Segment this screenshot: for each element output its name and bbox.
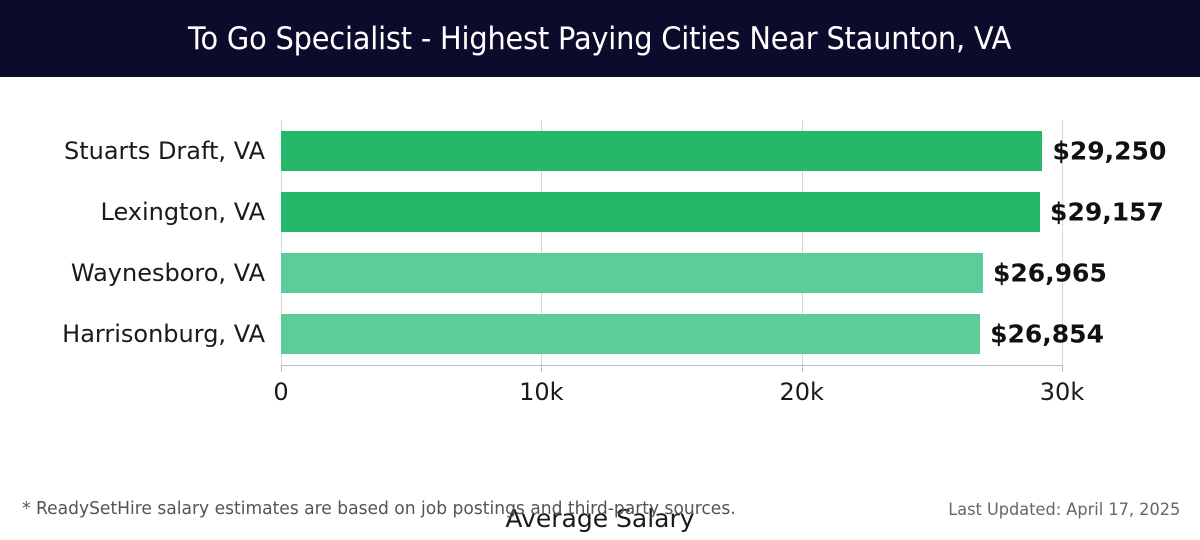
page-title: To Go Specialist - Highest Paying Cities…	[188, 20, 1012, 57]
plot-area: 0 10k 20k 30k $29,250 $29,157 $26,965 $26,854	[273, 120, 1166, 406]
bar[interactable]	[281, 130, 1043, 171]
bar[interactable]	[281, 191, 1041, 232]
y-axis-category-label: Harrisonburg, VA	[62, 320, 265, 349]
bar-value-label: $29,157	[1050, 197, 1164, 227]
chart-canvas: Stuarts Draft, VA Lexington, VA Waynesboro…	[0, 77, 1200, 533]
x-gridline	[1062, 120, 1063, 365]
x-tick-mark	[281, 365, 282, 372]
bar-value-label: $26,965	[992, 258, 1107, 288]
x-axis-line	[281, 365, 1062, 366]
x-tick-mark	[801, 365, 803, 372]
bar-row: $26,854	[281, 314, 1104, 355]
x-tick-mark	[541, 365, 543, 372]
x-tick-label: 10k	[519, 378, 564, 406]
footnote-text: * ReadySetHire salary estimates are base…	[22, 498, 736, 519]
last-updated-text: Last Updated: April 17, 2025	[947, 500, 1180, 520]
x-tick-label: 0	[273, 378, 289, 406]
x-gridline	[801, 120, 803, 365]
bar[interactable]	[281, 314, 981, 355]
x-tick-label: 30k	[1039, 378, 1085, 406]
bar[interactable]	[281, 253, 983, 294]
y-axis-labels: Stuarts Draft, VA Lexington, VA Waynesboro…	[0, 120, 265, 365]
bar-value-label: $26,854	[990, 319, 1104, 349]
y-axis-category-label: Waynesboro, VA	[70, 259, 265, 288]
bar-row: $29,250	[281, 130, 1166, 171]
x-tick-mark	[1062, 365, 1063, 372]
bar-row: $29,157	[281, 191, 1164, 232]
x-tick-label: 20k	[779, 378, 824, 406]
bar-row: $26,965	[281, 253, 1107, 294]
bar-value-label: $29,250	[1052, 136, 1167, 166]
chart-header-bar: To Go Specialist - Highest Paying Cities…	[0, 0, 1200, 77]
y-axis-category-label: Stuarts Draft, VA	[63, 136, 265, 165]
x-axis-title: Average Salary	[505, 504, 695, 533]
y-axis-category-label: Lexington, VA	[100, 197, 265, 226]
x-gridline	[541, 120, 543, 365]
x-gridline	[281, 120, 282, 365]
chart-footer: * ReadySetHire salary estimates are base…	[0, 480, 1200, 540]
